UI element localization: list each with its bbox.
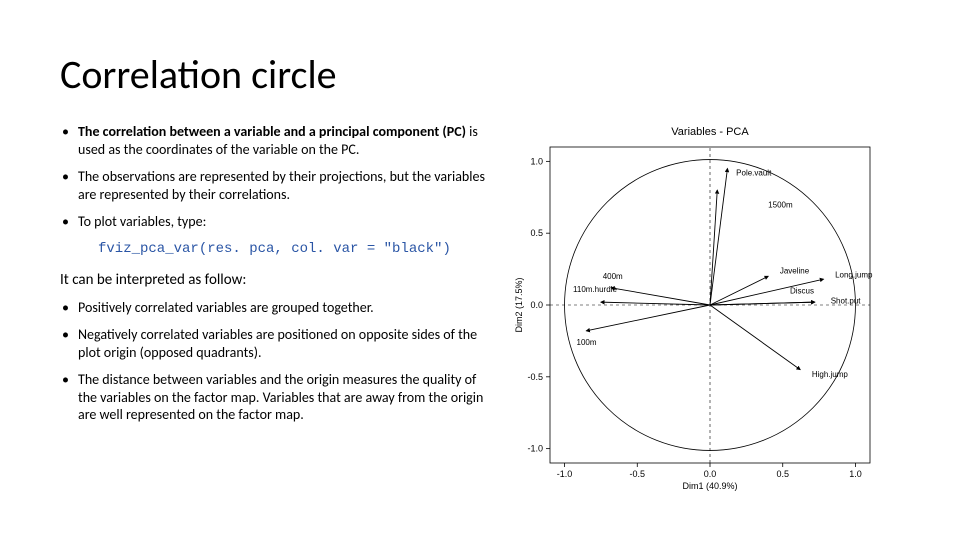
svg-text:-0.5: -0.5 <box>527 372 543 382</box>
bullet-item: The distance between variables and the o… <box>60 371 490 424</box>
svg-text:Variables - PCA: Variables - PCA <box>671 126 749 138</box>
interpret-heading: It can be interpreted as follow: <box>60 271 490 289</box>
left-column: The correlation between a variable and a… <box>60 123 490 498</box>
bottom-bullet-list: Positively correlated variables are grou… <box>60 299 490 424</box>
svg-text:400m: 400m <box>603 272 623 281</box>
bullet-item: The observations are represented by thei… <box>60 168 490 203</box>
svg-text:Shot.put: Shot.put <box>831 297 862 306</box>
svg-text:-1.0: -1.0 <box>557 469 573 479</box>
svg-text:1.0: 1.0 <box>530 156 543 166</box>
bullet-item: To plot variables, type: <box>60 213 490 231</box>
svg-text:1.0: 1.0 <box>849 469 862 479</box>
svg-text:Long.jump: Long.jump <box>835 271 873 280</box>
svg-text:100m: 100m <box>577 338 597 347</box>
bullet-item: Positively correlated variables are grou… <box>60 299 490 317</box>
svg-text:0.0: 0.0 <box>530 300 543 310</box>
top-bullet-list: The correlation between a variable and a… <box>60 123 490 231</box>
svg-text:Discus: Discus <box>790 287 814 296</box>
svg-text:110m.hurdle: 110m.hurdle <box>573 285 617 294</box>
content-row: The correlation between a variable and a… <box>60 123 910 498</box>
correlation-circle-chart: Variables - PCA -1.0 -1.0 -0.5 -0.5 0.0 0.0 0.5… <box>510 123 880 493</box>
bullet-bold: The correlation between a variable and a… <box>78 123 466 140</box>
svg-text:Pole.vault: Pole.vault <box>736 169 772 178</box>
svg-text:0.0: 0.0 <box>704 469 717 479</box>
svg-text:1500m: 1500m <box>768 200 793 209</box>
svg-text:-1.0: -1.0 <box>527 444 543 454</box>
svg-text:Dim1 (40.9%): Dim1 (40.9%) <box>682 481 737 491</box>
bullet-item: The correlation between a variable and a… <box>60 123 490 158</box>
svg-text:Dim2 (17.5%): Dim2 (17.5%) <box>514 277 524 332</box>
page-title: Correlation circle <box>60 50 910 99</box>
right-column: Variables - PCA -1.0 -1.0 -0.5 -0.5 0.0 0.0 0.5… <box>510 123 910 498</box>
bullet-item: Negatively correlated variables are posi… <box>60 326 490 361</box>
svg-text:0.5: 0.5 <box>530 228 543 238</box>
code-block: fviz_pca_var(res. pca, col. var = "black… <box>98 241 490 257</box>
svg-text:Javeline: Javeline <box>780 266 810 275</box>
svg-text:-0.5: -0.5 <box>630 469 646 479</box>
svg-text:High.jump: High.jump <box>812 370 849 379</box>
svg-text:0.5: 0.5 <box>776 469 789 479</box>
